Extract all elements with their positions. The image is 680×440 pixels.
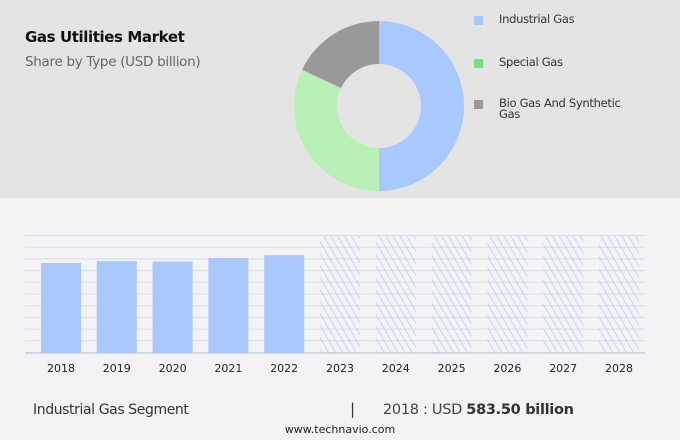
website: www.technavio.com	[284, 423, 396, 436]
x-tick-label: 2021	[214, 362, 242, 375]
x-tick-label: 2020	[159, 362, 187, 375]
bar-2022	[264, 255, 305, 353]
x-tick-label: 2028	[605, 362, 633, 375]
segment-label: Industrial Gas Segment	[33, 402, 189, 418]
forecast-bar-2027	[543, 236, 584, 353]
x-tick-label: 2024	[382, 362, 410, 375]
chart-subtitle: Share by Type (USD billion)	[25, 54, 201, 70]
legend-item-special-gas: Special Gas	[474, 55, 563, 69]
separator: |	[350, 400, 356, 418]
legend-item-industrial-gas: Industrial Gas	[474, 12, 575, 26]
x-tick-label: 2027	[549, 362, 577, 375]
bar-2019	[96, 261, 137, 353]
legend-swatch	[474, 16, 483, 25]
x-tick-label: 2019	[103, 362, 131, 375]
bar-2020	[152, 261, 193, 353]
bar-2018	[41, 263, 81, 353]
donut-chart	[294, 21, 464, 191]
forecast-bar-2026	[487, 236, 528, 353]
segment-value: 2018 : USD 583.50 billion	[383, 402, 574, 418]
x-tick-label: 2025	[438, 362, 466, 375]
forecast-bar-2025	[431, 236, 472, 353]
x-tick-label: 2022	[270, 362, 298, 375]
legend-label: Industrial Gas	[499, 12, 575, 26]
forecast-bar-2028	[599, 236, 639, 353]
forecast-bar-2023	[320, 236, 360, 353]
legend-item-bio-gas: Bio Gas And Synthetic Gas	[474, 96, 644, 121]
legend-label: Bio Gas And Synthetic Gas	[499, 96, 621, 121]
donut-slice	[379, 21, 464, 191]
bar-2021	[208, 257, 249, 353]
donut-slice	[302, 21, 379, 89]
forecast-bar-2024	[375, 236, 416, 353]
legend-swatch	[474, 100, 483, 109]
x-tick-label: 2026	[493, 362, 521, 375]
year-label: 2018 : USD	[383, 402, 467, 418]
bar-chart: 2018 2019 2020 2021 2022 2023 2024 2025 2026 2027…	[25, 235, 645, 375]
donut-slice	[294, 69, 379, 191]
legend-swatch	[474, 59, 483, 68]
legend-label: Special Gas	[499, 55, 563, 69]
chart-title: Gas Utilities Market	[25, 28, 185, 46]
x-tick-label: 2018	[47, 362, 75, 375]
x-tick-label: 2023	[326, 362, 354, 375]
value-text: 583.50 billion	[466, 402, 574, 418]
